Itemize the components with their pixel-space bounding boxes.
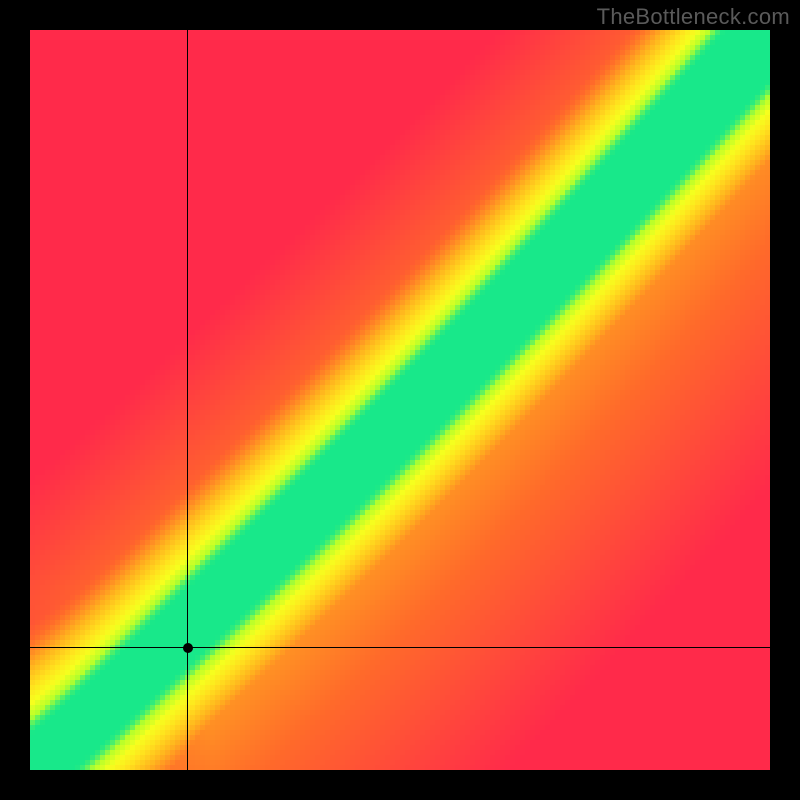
crosshair-marker: [183, 643, 193, 653]
crosshair-horizontal: [30, 647, 770, 648]
heatmap-canvas: [30, 30, 770, 770]
frame-border-bottom: [0, 770, 800, 800]
heatmap-plot: [30, 30, 770, 770]
crosshair-vertical: [187, 30, 188, 770]
frame-border-left: [0, 0, 30, 800]
watermark-text: TheBottleneck.com: [597, 4, 790, 30]
frame-border-right: [770, 0, 800, 800]
